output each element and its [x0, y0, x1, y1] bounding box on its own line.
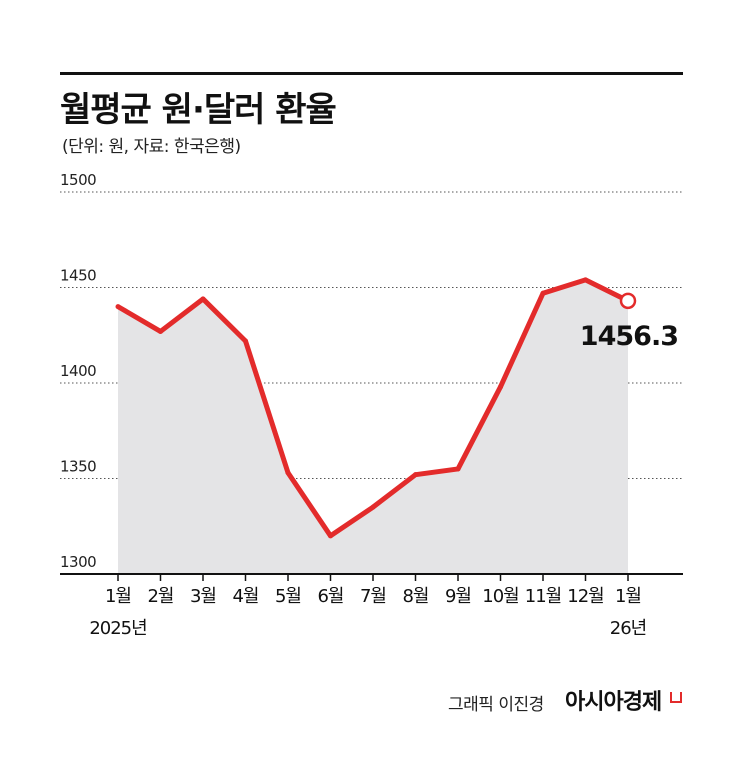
x-tick-label: 11월 [525, 586, 561, 607]
latest-value-label: 1456.3 [580, 321, 678, 352]
data-point [583, 277, 588, 283]
x-tick-label: 1월 [105, 586, 131, 607]
y-tick-label: 1400 [60, 362, 96, 380]
area-fill [118, 279, 628, 574]
data-point [328, 533, 333, 539]
y-tick-label: 1350 [60, 458, 96, 476]
x-tick-label: 1월 [615, 586, 641, 607]
x-tick-label: 10월 [482, 586, 518, 607]
data-point [413, 472, 418, 478]
data-point [540, 290, 546, 296]
x-tick-label: 5월 [275, 586, 301, 607]
data-point [285, 470, 291, 476]
graphic-credit: 그래픽 이진경 [448, 695, 544, 715]
data-point [455, 466, 461, 472]
year-label: 2025년 [89, 618, 146, 639]
x-tick-label: 2월 [147, 586, 173, 607]
x-tick-label: 6월 [317, 586, 343, 607]
y-tick-label: 1450 [60, 267, 96, 285]
year-label: 26년 [610, 618, 646, 639]
data-point [158, 328, 163, 334]
marker-layer: 1456.3 [115, 277, 679, 539]
brand-logo: 아시아경제 [565, 690, 662, 715]
y-tick-label: 1300 [60, 553, 96, 571]
chart-subtitle: (단위: 원, 자료: 한국은행) [62, 137, 241, 157]
chart-title: 월평균 원·달러 환율 [60, 90, 337, 130]
x-tick-label: 4월 [232, 586, 258, 607]
x-tick-label: 8월 [402, 586, 428, 607]
ticks-layer: 1300 1350 1400 1450 1500 1월 2월 3월 4월 5월 6월 7월 8월 9월 10… [60, 171, 683, 639]
data-point [498, 384, 503, 390]
y-tick-label: 1500 [60, 171, 96, 189]
brand-mark-icon [670, 692, 682, 703]
x-tick-label: 12월 [567, 586, 603, 607]
top-rule [60, 72, 683, 75]
x-tick-label: 3월 [190, 586, 216, 607]
data-point [200, 296, 206, 302]
data-point [370, 504, 376, 510]
last-point-marker [619, 292, 637, 310]
data-point [115, 304, 121, 310]
data-point [243, 338, 248, 344]
x-tick-label: 9월 [445, 586, 471, 607]
x-tick-label: 7월 [360, 586, 386, 607]
